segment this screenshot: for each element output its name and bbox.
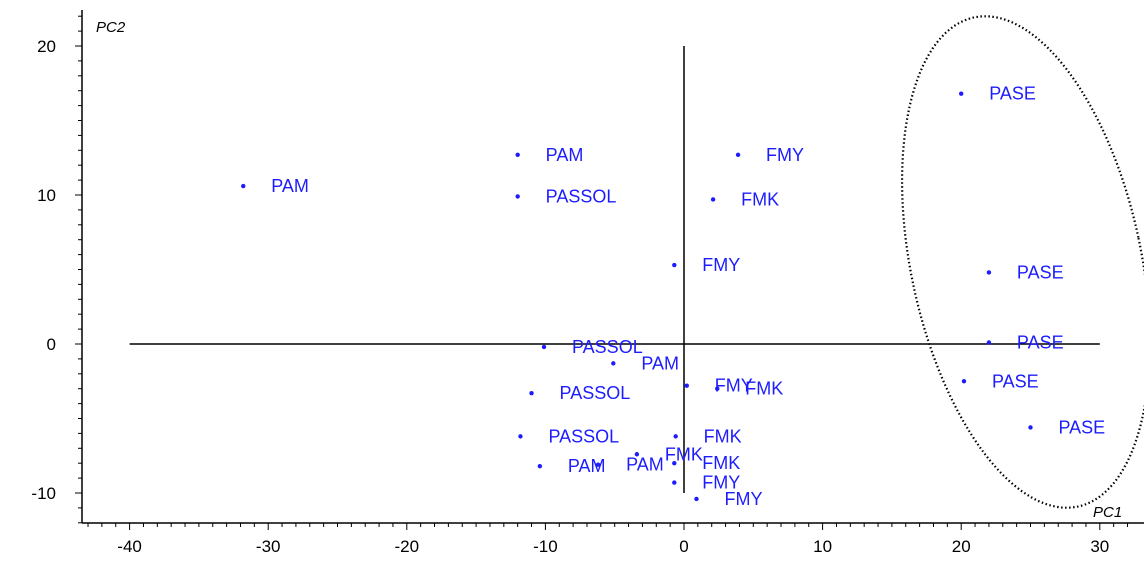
x-tick-label: 10 — [813, 537, 832, 556]
point-label: PAM — [626, 455, 664, 475]
data-point — [1028, 425, 1033, 430]
y-tick-label: 0 — [47, 335, 56, 354]
point-label: PAM — [641, 353, 679, 373]
data-point — [673, 434, 678, 439]
point-label: PASE — [1059, 417, 1106, 437]
point-label: PASSOL — [560, 383, 631, 403]
x-tick-label: 20 — [952, 537, 971, 556]
point-label: PASE — [1017, 333, 1064, 353]
point-label: PAM — [546, 145, 584, 165]
data-points: PAMPAMPASSOLFMYFMKFMYPASEPASEPASEPASEPAS… — [241, 84, 1105, 509]
data-point — [694, 496, 699, 502]
point-label: PASE — [989, 84, 1036, 104]
y-tick-label: -10 — [31, 484, 56, 503]
point-label: PASE — [992, 371, 1039, 391]
data-point — [529, 390, 534, 396]
data-point — [959, 91, 964, 96]
point-label: PASSOL — [572, 337, 643, 357]
data-point — [241, 183, 246, 189]
point-label: FMY — [715, 376, 753, 396]
cluster-ellipse — [900, 15, 1144, 509]
data-point — [611, 361, 616, 366]
data-point — [715, 386, 720, 391]
x-tick-label: 30 — [1090, 537, 1109, 556]
x-tick-label: -30 — [256, 537, 281, 556]
y-tick-label: 20 — [37, 37, 56, 56]
point-label: FMY — [702, 473, 740, 493]
data-point — [595, 462, 601, 467]
data-point — [672, 262, 677, 268]
point-label: PASSOL — [548, 426, 619, 446]
point-label: FMK — [741, 189, 779, 209]
point-label: FMK — [704, 426, 742, 446]
x-tick-label: -40 — [117, 537, 142, 556]
x-tick-label: -10 — [533, 537, 558, 556]
tick-labels: -40 -30 -20 -10 0 10 20 30 -10 0 10 20 — [31, 37, 1109, 556]
point-label: PASSOL — [546, 186, 617, 206]
pase-cluster-ellipse — [900, 15, 1144, 509]
data-point — [684, 383, 689, 388]
data-point — [986, 270, 992, 275]
point-label: FMK — [745, 379, 783, 399]
data-point — [986, 340, 992, 345]
x-tick-label: 0 — [679, 537, 688, 556]
data-point — [735, 152, 741, 157]
data-point — [961, 379, 967, 384]
data-point — [672, 480, 677, 485]
point-label: FMY — [766, 145, 804, 165]
point-label: FMY — [724, 489, 762, 509]
point-label: PASE — [1017, 262, 1064, 282]
data-point — [541, 344, 547, 350]
point-label: FMK — [702, 453, 740, 473]
data-point — [634, 452, 640, 457]
y-axis-title: PC2 — [96, 19, 126, 36]
data-point — [518, 434, 523, 439]
data-point — [515, 152, 520, 157]
point-label: FMK — [665, 444, 703, 464]
data-point — [537, 463, 543, 469]
point-label: PAM — [568, 456, 606, 476]
point-label: FMY — [702, 255, 740, 275]
data-point — [515, 194, 520, 199]
point-label: PAM — [271, 176, 309, 196]
x-tick-label: -20 — [395, 537, 420, 556]
x-axis-title: PC1 — [1093, 504, 1122, 521]
axes — [75, 10, 1144, 530]
data-point — [672, 461, 677, 466]
origin-crosshair — [129, 46, 1100, 493]
data-point — [710, 197, 716, 202]
y-tick-label: 10 — [37, 186, 56, 205]
